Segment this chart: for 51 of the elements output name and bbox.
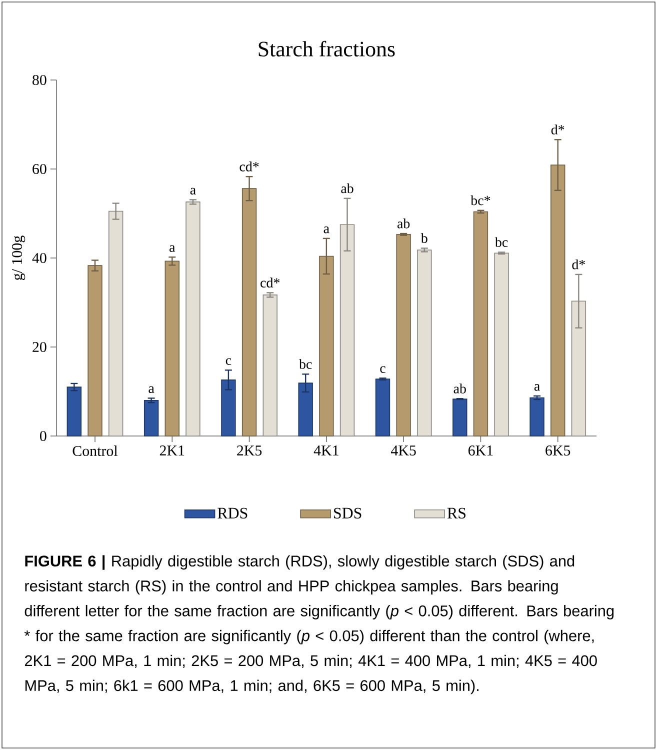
data-label: d*	[551, 124, 564, 134]
bar	[164, 260, 180, 436]
bar	[262, 294, 278, 436]
bar	[452, 398, 468, 436]
data-label: ab	[397, 218, 410, 228]
y-axis-title: g/ 100g	[12, 236, 26, 280]
bar	[144, 400, 159, 436]
data-label: a	[148, 386, 154, 393]
data-label: c	[226, 358, 232, 365]
text: FIGURE 6 | Rapidly digestible starch (RDS), slowly digestible starch (SDS) and resistant starch (RS) in the control and HPP chickpea samples. Bars bearing different letter for the same fraction are significantly (p < 0.05) different. Bars bearing * for the same fraction are significantly (p < 0.05) different than the control (where, 2K1 = 200 MPa, 1 min; 2K5 = 200 MPa, 5 min; 4K1 = 400 MPa, 1 min; 4K5 = 400 MPa, 5 min; 6k1 = 600 MPa, 1 min; and, 6K5 = 600 MPa, 5 min).	[24, 555, 614, 694]
y-tick-label: 40	[32, 252, 46, 264]
legend-label: RDS	[218, 508, 248, 519]
bar	[88, 265, 102, 436]
y-tick-label: 60	[32, 164, 46, 174]
data-label: cd*	[240, 162, 259, 172]
bar	[319, 256, 334, 436]
data-label: ab	[341, 183, 354, 194]
data-label: a	[190, 188, 196, 195]
y-tick-label: 0	[40, 430, 46, 442]
data-label: ab	[454, 384, 466, 394]
legend-label: RS	[447, 508, 466, 519]
data-label: a	[170, 245, 176, 252]
legend-label: SDS	[334, 508, 362, 519]
x-tick-label: 2K5	[237, 446, 262, 456]
bar	[375, 378, 390, 436]
x-tick-label: 4K5	[390, 446, 416, 456]
x-tick-label: 2K1	[160, 446, 184, 456]
y-tick-label: 80	[32, 74, 46, 86]
chart-title: Starch fractions	[258, 40, 395, 57]
bar	[530, 397, 544, 436]
data-label: cd*	[260, 278, 280, 288]
x-tick-label: 4K1	[314, 446, 338, 456]
bar	[186, 202, 200, 436]
data-label: bc	[299, 359, 312, 369]
data-label: c	[380, 366, 386, 373]
x-tick-label: Control	[72, 446, 118, 456]
data-label: a	[534, 384, 540, 391]
data-label: a	[324, 226, 330, 234]
bar	[66, 386, 82, 436]
data-label: b	[420, 233, 428, 244]
data-label: d*	[572, 259, 585, 270]
bar	[571, 300, 586, 436]
bar	[473, 211, 488, 436]
x-tick-label: 6K1	[468, 446, 493, 456]
x-tick-label: 6K5	[546, 446, 570, 456]
data-label: bc*	[470, 195, 490, 206]
data-label: bc	[494, 237, 508, 248]
bar	[494, 252, 509, 436]
bar	[396, 234, 411, 436]
bar	[417, 250, 432, 436]
y-tick-label: 20	[32, 342, 46, 352]
